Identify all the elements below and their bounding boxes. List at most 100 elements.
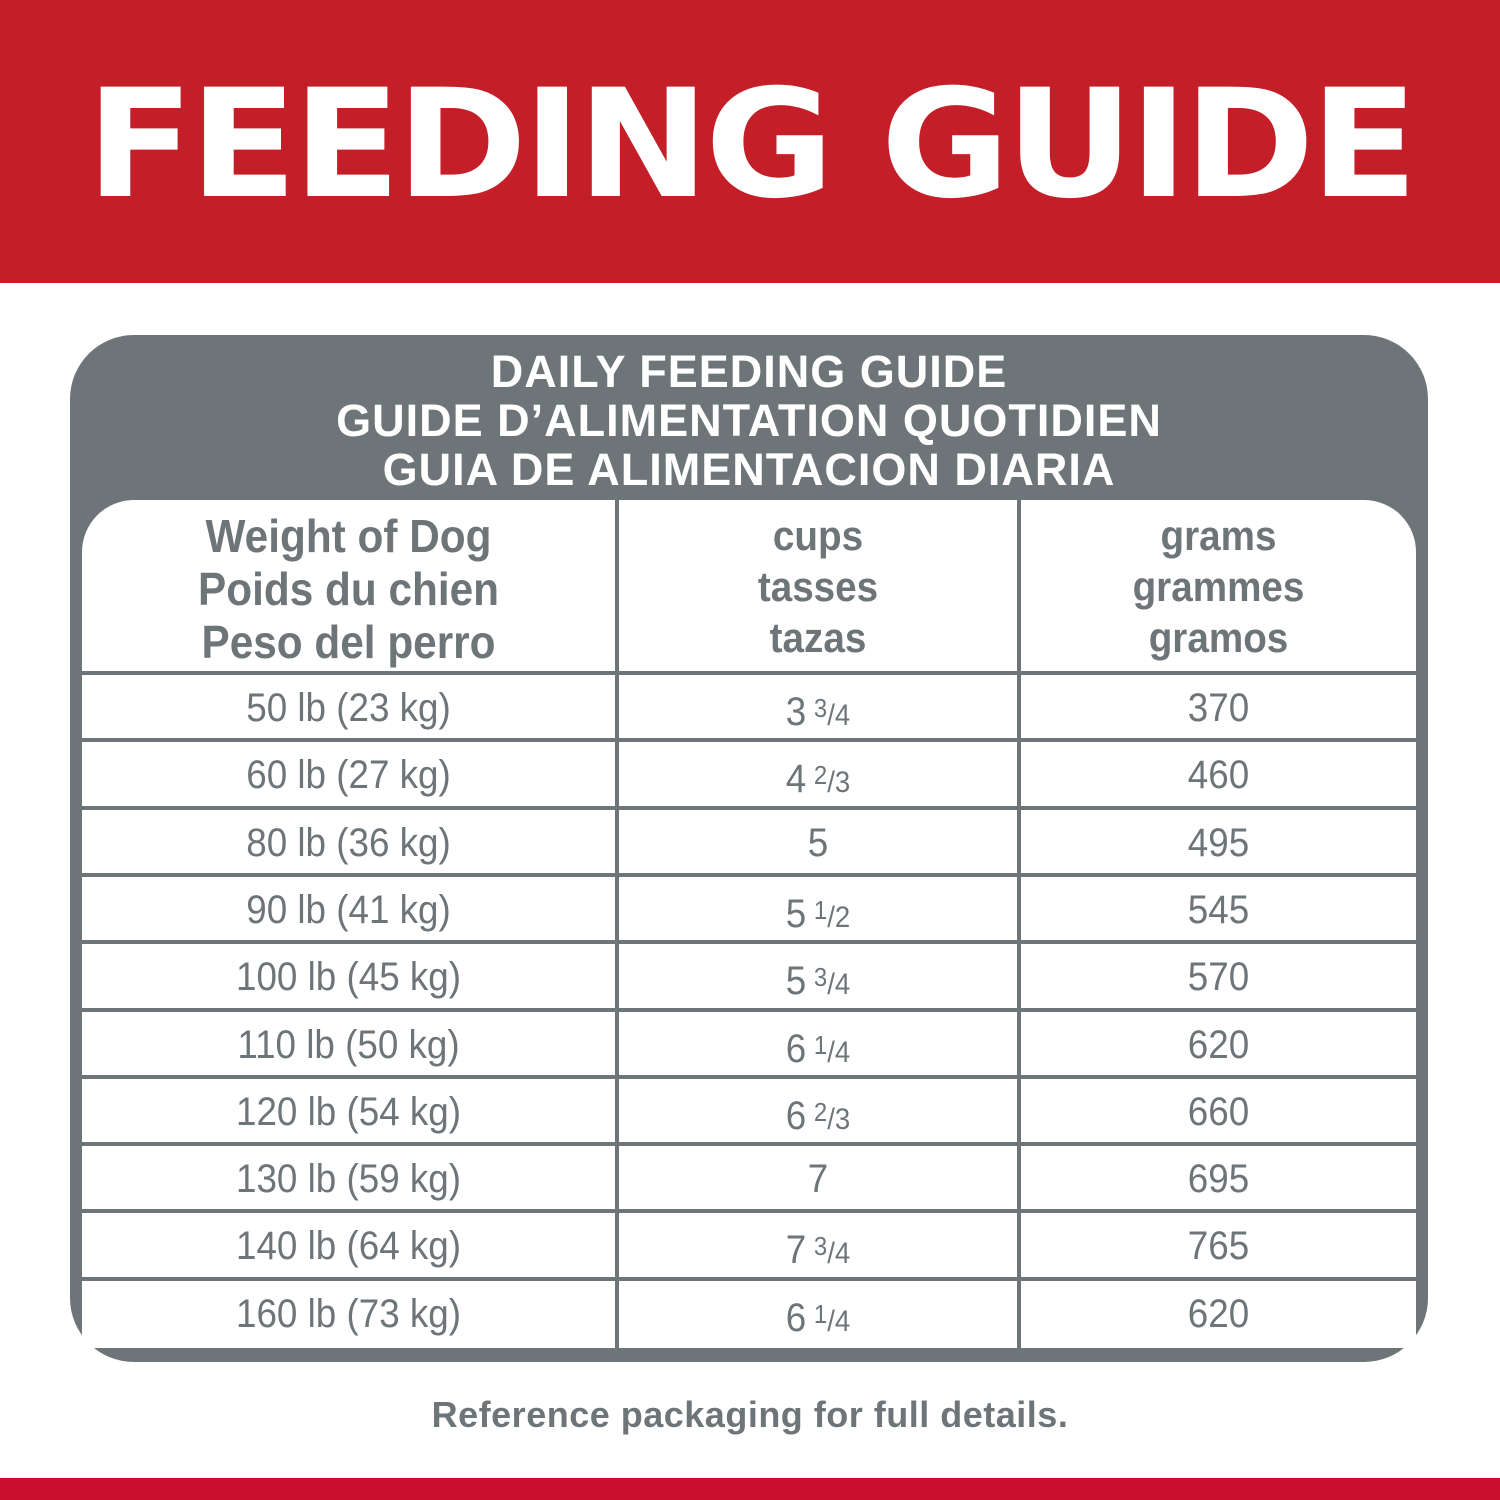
fraction-slash: / bbox=[827, 1237, 835, 1271]
footer-note: Reference packaging for full details. bbox=[431, 1394, 1069, 1435]
cups-fraction: 3/4 bbox=[806, 693, 851, 732]
fraction-numerator: 3 bbox=[813, 693, 828, 723]
cups-whole: 7 bbox=[807, 1157, 829, 1202]
cups-fraction: 1/4 bbox=[806, 1030, 851, 1069]
cups-cell: 3 3/4 bbox=[635, 675, 1001, 742]
row-divider bbox=[82, 872, 1416, 877]
row-divider bbox=[82, 1142, 1416, 1147]
cups-fraction: 2/3 bbox=[806, 1097, 851, 1136]
fraction-denominator: 4 bbox=[834, 1304, 851, 1338]
grams-cell: 370 bbox=[1187, 686, 1250, 730]
grams-cell: 570 bbox=[1187, 955, 1250, 1000]
cups-whole: 6 bbox=[785, 1295, 807, 1340]
fraction-denominator: 4 bbox=[834, 1237, 851, 1271]
feeding-guide-panel: DAILY FEEDING GUIDE GUIDE D’ALIMENTATION… bbox=[70, 335, 1428, 1362]
column-header-line: tazas bbox=[769, 614, 867, 661]
row-divider bbox=[82, 1209, 1416, 1214]
grams-cell: 620 bbox=[1187, 1022, 1250, 1067]
fraction-denominator: 3 bbox=[834, 766, 851, 800]
weight-cell: 160 lb (73 kg) bbox=[235, 1291, 462, 1336]
cups-fraction: 3/4 bbox=[806, 1231, 851, 1271]
cups-cell: 6 1/4 bbox=[635, 1012, 1001, 1079]
cups-cell: 5 bbox=[635, 810, 1001, 877]
fraction-slash: / bbox=[827, 1304, 835, 1338]
fraction-numerator: 3 bbox=[813, 1231, 828, 1262]
cups-cell: 6 2/3 bbox=[635, 1079, 1001, 1146]
row-divider bbox=[82, 1074, 1416, 1079]
page-title: FEEDING GUIDE bbox=[86, 58, 1418, 232]
grams-cell: 660 bbox=[1187, 1089, 1250, 1134]
cups-fraction: 1/2 bbox=[806, 895, 851, 934]
weight-cell: 50 lb (23 kg) bbox=[246, 686, 451, 730]
column-header-line: cups bbox=[772, 512, 864, 559]
header-banner: FEEDING GUIDE bbox=[0, 0, 1500, 283]
feeding-table: Weight of Dog Poids du chien Peso del perr… bbox=[82, 500, 1416, 1348]
column-header-line: Poids du chien bbox=[198, 563, 499, 615]
fraction-numerator: 3 bbox=[813, 962, 828, 993]
fraction-numerator: 2 bbox=[813, 1096, 828, 1127]
grams-cell: 495 bbox=[1187, 820, 1250, 865]
cups-cell: 7 bbox=[635, 1146, 1001, 1213]
weight-cell: 110 lb (50 kg) bbox=[237, 1022, 460, 1067]
weight-cell: 140 lb (64 kg) bbox=[235, 1224, 462, 1269]
column-divider bbox=[615, 500, 619, 1348]
panel-title-en: DAILY FEEDING GUIDE bbox=[490, 346, 1008, 397]
column-header-line: grams bbox=[1160, 512, 1277, 559]
row-divider bbox=[82, 738, 1416, 743]
fraction-slash: / bbox=[827, 968, 835, 1002]
column-header: cups tasses tazas bbox=[635, 510, 1001, 663]
cups-cell: 5 3/4 bbox=[635, 944, 1001, 1011]
weight-cell: 130 lb (59 kg) bbox=[235, 1157, 462, 1202]
fraction-numerator: 2 bbox=[813, 760, 828, 791]
fraction-denominator: 4 bbox=[834, 968, 851, 1002]
column-header-line: Peso del perro bbox=[201, 616, 496, 668]
cups-cell: 7 3/4 bbox=[635, 1213, 1001, 1280]
cups-cell: 5 1/2 bbox=[635, 877, 1001, 944]
cups-whole: 6 bbox=[785, 1093, 807, 1138]
cups-whole: 3 bbox=[785, 690, 807, 734]
panel-title: DAILY FEEDING GUIDE GUIDE D’ALIMENTATION… bbox=[70, 347, 1428, 494]
fraction-slash: / bbox=[827, 699, 835, 732]
panel-title-es: GUIA DE ALIMENTACION DIARIA bbox=[382, 444, 1116, 495]
fraction-slash: / bbox=[827, 766, 835, 800]
fraction-slash: / bbox=[827, 900, 835, 934]
row-divider bbox=[82, 1007, 1416, 1012]
grams-cell: 765 bbox=[1187, 1224, 1250, 1269]
cups-fraction: 2/3 bbox=[806, 760, 851, 800]
column-header-line: gramos bbox=[1148, 614, 1289, 661]
row-divider bbox=[82, 671, 1416, 675]
fraction-denominator: 4 bbox=[834, 699, 851, 732]
column-header-line: grammes bbox=[1132, 563, 1305, 610]
cups-whole: 5 bbox=[807, 820, 829, 865]
cups-whole: 5 bbox=[785, 959, 807, 1004]
fraction-denominator: 3 bbox=[834, 1102, 851, 1136]
cups-fraction: 3/4 bbox=[806, 962, 851, 1002]
fraction-slash: / bbox=[827, 1035, 835, 1069]
grams-cell: 545 bbox=[1187, 887, 1250, 932]
cups-whole: 4 bbox=[785, 757, 807, 802]
column-header: Weight of Dog Poids du chien Peso del perr… bbox=[103, 510, 593, 669]
panel-title-fr: GUIDE D’ALIMENTATION QUOTIDIEN bbox=[336, 395, 1162, 446]
grams-cell: 460 bbox=[1187, 753, 1250, 798]
weight-cell: 120 lb (54 kg) bbox=[235, 1089, 462, 1134]
weight-cell: 100 lb (45 kg) bbox=[235, 955, 462, 1000]
fraction-slash: / bbox=[827, 1102, 835, 1136]
fraction-numerator: 1 bbox=[813, 1298, 828, 1329]
cups-cell: 4 2/3 bbox=[635, 742, 1001, 809]
column-divider bbox=[1017, 500, 1021, 1348]
fraction-numerator: 1 bbox=[813, 1029, 828, 1060]
cups-fraction: 1/4 bbox=[806, 1299, 851, 1338]
row-divider bbox=[82, 1276, 1416, 1281]
column-header-line: tasses bbox=[757, 563, 879, 610]
cups-cell: 6 1/4 bbox=[635, 1281, 1001, 1348]
weight-cell: 60 lb (27 kg) bbox=[246, 753, 451, 798]
fraction-denominator: 4 bbox=[834, 1035, 851, 1069]
weight-cell: 90 lb (41 kg) bbox=[246, 887, 451, 932]
row-divider bbox=[82, 940, 1416, 945]
grams-cell: 620 bbox=[1187, 1291, 1250, 1336]
column-header-line: Weight of Dog bbox=[205, 510, 492, 562]
bottom-band bbox=[0, 1478, 1500, 1500]
fraction-denominator: 2 bbox=[834, 900, 851, 934]
fraction-numerator: 1 bbox=[813, 894, 828, 925]
row-divider bbox=[82, 805, 1416, 810]
